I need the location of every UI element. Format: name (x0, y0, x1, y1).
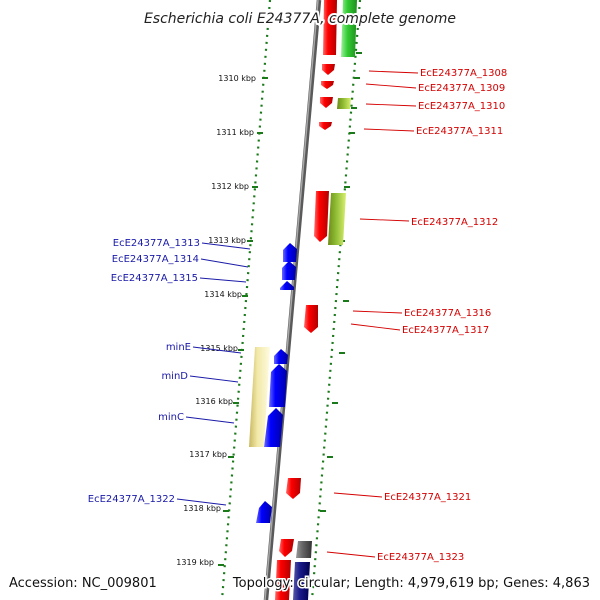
gene-labels-right: EcE24377A_1308 EcE24377A_1309 EcE24377A_… (377, 68, 507, 563)
gene-1309[interactable] (321, 81, 334, 89)
label-EcE24377A_1309[interactable]: EcE24377A_1309 (418, 83, 505, 94)
label-EcE24377A_1314[interactable]: EcE24377A_1314 (112, 254, 199, 265)
reverse-genes (249, 243, 297, 523)
leader-lines-right (326, 70, 419, 558)
tick-label-1313: 1313 kbp (208, 236, 246, 245)
tick-label-1316: 1316 kbp (195, 397, 233, 406)
tick-label-1311: 1311 kbp (216, 128, 254, 137)
gene-top-green[interactable] (341, 0, 357, 57)
label-EcE24377A_1316[interactable]: EcE24377A_1316 (404, 308, 491, 319)
tick-label-1318: 1318 kbp (183, 504, 221, 513)
gene-labels-left: EcE24377A_1313 EcE24377A_1314 EcE24377A_… (88, 238, 200, 505)
gene-1308[interactable] (322, 64, 335, 75)
outer-right-ring (310, 0, 362, 600)
gene-1312-red[interactable] (314, 191, 329, 242)
gene-minE[interactable] (274, 349, 288, 364)
tick-label-1319: 1319 kbp (176, 558, 214, 567)
label-EcE24377A_1313[interactable]: EcE24377A_1313 (113, 238, 200, 249)
label-EcE24377A_1315[interactable]: EcE24377A_1315 (111, 273, 198, 284)
label-minE[interactable]: minE (166, 342, 191, 353)
leader-lines-left (176, 242, 251, 506)
gene-1312-olive[interactable] (328, 193, 346, 245)
genome-title: Escherichia coli E24377A, complete genom… (144, 11, 456, 27)
label-EcE24377A_1317[interactable]: EcE24377A_1317 (402, 325, 489, 336)
label-EcE24377A_1310[interactable]: EcE24377A_1310 (418, 101, 505, 112)
map-footer: Accession: NC_009801 Topology: circular;… (8, 575, 592, 593)
label-EcE24377A_1321[interactable]: EcE24377A_1321 (384, 492, 471, 503)
label-EcE24377A_1308[interactable]: EcE24377A_1308 (420, 68, 507, 79)
tick-label-1312: 1312 kbp (211, 182, 249, 191)
gene-1323-gray[interactable] (296, 541, 312, 558)
gene-1315[interactable] (280, 281, 294, 290)
gene-1323-red[interactable] (279, 539, 294, 557)
map-title: Escherichia coli E24377A, complete genom… (142, 9, 458, 29)
forward-genes (275, 0, 357, 600)
accession-text: Accession: NC_009801 (9, 576, 157, 591)
tick-label-1314: 1314 kbp (204, 290, 242, 299)
gene-pale-yellow[interactable] (249, 347, 270, 447)
label-minD[interactable]: minD (161, 371, 188, 382)
label-minC[interactable]: minC (158, 412, 184, 423)
tick-marks (218, 52, 362, 566)
gene-1313[interactable] (283, 243, 297, 262)
gene-1316[interactable] (304, 305, 318, 333)
gene-1322[interactable] (256, 501, 272, 523)
label-EcE24377A_1323[interactable]: EcE24377A_1323 (377, 552, 464, 563)
gene-1311[interactable] (319, 122, 332, 130)
gene-1310-red[interactable] (320, 97, 333, 108)
gene-minD[interactable] (269, 364, 287, 407)
gene-1321[interactable] (286, 478, 301, 499)
gene-minC[interactable] (264, 408, 283, 447)
topology-text: Topology: circular; Length: 4,979,619 bp… (232, 576, 590, 591)
tick-label-1317: 1317 kbp (189, 450, 227, 459)
gene-bottom-navy[interactable] (293, 562, 310, 600)
backbone (263, 0, 322, 600)
label-EcE24377A_1312[interactable]: EcE24377A_1312 (411, 217, 498, 228)
tick-label-1310: 1310 kbp (218, 74, 256, 83)
gene-bottom-red[interactable] (275, 560, 291, 600)
gene-1314[interactable] (282, 261, 296, 280)
label-EcE24377A_1311[interactable]: EcE24377A_1311 (416, 126, 503, 137)
tick-labels: 1310 kbp 1311 kbp 1312 kbp 1313 kbp 1314… (176, 74, 256, 567)
gene-top-red[interactable] (323, 0, 337, 55)
label-EcE24377A_1322[interactable]: EcE24377A_1322 (88, 494, 175, 505)
gene-1310-olive[interactable] (337, 98, 351, 109)
tick-label-1315: 1315 kbp (200, 344, 238, 353)
